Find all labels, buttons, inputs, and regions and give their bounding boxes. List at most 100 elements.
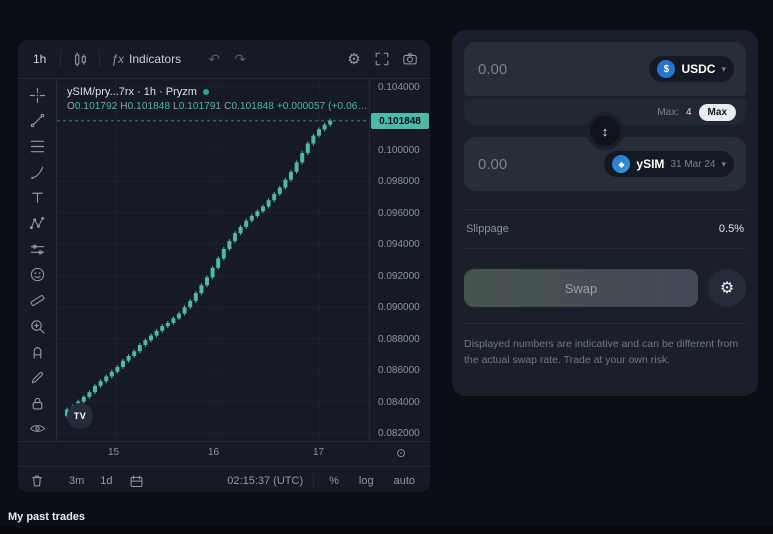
price-axis[interactable]: 0.104000 0.100000 0.098000 0.096000 0.09… [369, 79, 430, 441]
fullscreen-button[interactable] [370, 47, 394, 71]
toolbar-divider [99, 50, 101, 68]
undo-icon: ↶ [208, 50, 220, 67]
fib-retracement-tool[interactable] [22, 134, 52, 159]
price-tick: 0.104000 [378, 82, 420, 93]
pencil-icon [31, 371, 43, 384]
goto-date-button[interactable] [124, 472, 149, 491]
brush-tool[interactable] [22, 160, 52, 185]
percent-scale-button[interactable]: % [329, 475, 339, 487]
swap-direction-button[interactable]: ↕ [586, 112, 624, 150]
smiley-icon [30, 268, 44, 282]
usdc-logo-icon: $ [657, 60, 676, 78]
time-tick: 15 [108, 447, 120, 458]
indicators-button[interactable]: ƒx Indicators [107, 52, 185, 66]
remove-drawings-button[interactable] [18, 473, 56, 489]
camera-icon [403, 53, 417, 65]
chart-area[interactable]: ySIM/pry...7rx · 1h · Pryzm O0.101792 H0… [57, 79, 369, 441]
lock-icon [32, 397, 42, 410]
magnet-tool[interactable] [22, 339, 52, 364]
to-token-maturity: 31 Mar 24 [670, 158, 716, 170]
goto-realtime-button[interactable]: ⊙ [395, 446, 406, 460]
calendar-icon [130, 475, 142, 487]
tradingview-logo[interactable]: TV [67, 403, 93, 429]
draw-mode-tool[interactable] [22, 365, 52, 390]
undo-button[interactable]: ↶ [203, 51, 225, 68]
slippage-label: Slippage [466, 223, 509, 235]
time-tick: 17 [313, 447, 325, 458]
forecast-tool[interactable] [22, 237, 52, 262]
max-value: 4 [685, 106, 692, 118]
chart-settings-button[interactable]: ⚙ [342, 47, 366, 71]
text-tool[interactable] [22, 186, 52, 211]
auto-scale-button[interactable]: auto [393, 475, 415, 487]
xabcd-pattern-icon [29, 216, 44, 230]
bottom-bar-divider [313, 474, 315, 488]
emoji-tool[interactable] [22, 262, 52, 287]
price-tick: 0.088000 [378, 334, 420, 345]
price-tick: 0.094000 [378, 239, 420, 250]
swap-disclaimer: Displayed numbers are indicative and can… [464, 323, 746, 369]
chevron-down-icon: ▾ [721, 63, 726, 74]
last-price-badge: 0.101848 [371, 113, 429, 129]
swap-button[interactable]: Swap [464, 269, 698, 307]
range-3m-button[interactable]: 3m [69, 475, 85, 487]
candles-icon [74, 51, 86, 67]
chart-body: ySIM/pry...7rx · 1h · Pryzm O0.101792 H0… [18, 79, 430, 441]
snapshot-button[interactable] [398, 47, 422, 71]
price-tick: 0.084000 [378, 397, 420, 408]
to-token-selector[interactable]: ◆ ySIM 31 Mar 24 ▾ [604, 151, 734, 177]
swap-actions: Swap ⚙ [464, 269, 746, 307]
chevron-down-icon: ▾ [721, 158, 726, 169]
past-trades-heading: My past trades [8, 511, 86, 523]
price-tick: 0.096000 [378, 208, 420, 219]
price-chart [57, 79, 369, 441]
trend-line-tool[interactable] [22, 109, 52, 134]
symbol-title: ySIM/pry...7rx · 1h · Pryzm [67, 86, 197, 98]
magnet-icon [33, 347, 41, 359]
toolbar-divider [60, 50, 62, 68]
redo-icon: ↷ [234, 50, 246, 67]
fullscreen-icon [375, 52, 389, 66]
chart-bottom-bar: 3m 1d 02:15:37 (UTC) % log auto [18, 466, 430, 492]
chart-toolbar: 1h ƒx Indicators ↶ ↷ ⚙ [18, 40, 430, 79]
chart-panel: 1h ƒx Indicators ↶ ↷ ⚙ [18, 40, 430, 492]
from-amount-box: $ USDC ▾ [464, 42, 746, 96]
slippage-value: 0.5% [718, 223, 744, 235]
chart-type-button[interactable] [68, 47, 92, 71]
interval-button[interactable]: 1h [33, 52, 47, 66]
fx-icon: ƒx [111, 52, 125, 66]
range-1d-button[interactable]: 1d [100, 475, 113, 487]
swap-settings-button[interactable]: ⚙ [708, 269, 746, 307]
ohlc-readout: O0.101792 H0.101848 L0.101791 C0.101848 … [67, 101, 368, 112]
chart-legend: ySIM/pry...7rx · 1h · Pryzm O0.101792 H0… [67, 86, 368, 112]
gear-icon: ⚙ [347, 50, 361, 68]
log-scale-button[interactable]: log [358, 475, 374, 487]
from-token-selector[interactable]: $ USDC ▾ [649, 56, 734, 82]
price-tick: 0.092000 [378, 271, 420, 282]
indicators-label: Indicators [129, 52, 182, 66]
trend-line-icon [30, 114, 44, 128]
fib-retracement-icon [30, 140, 44, 153]
to-amount-input[interactable] [476, 154, 590, 174]
from-amount-input[interactable] [476, 59, 590, 79]
price-tick: 0.086000 [378, 365, 420, 376]
crosshair-tool[interactable] [22, 83, 52, 108]
redo-button[interactable]: ↷ [229, 51, 251, 68]
hide-drawings-tool[interactable] [22, 416, 52, 441]
crosshair-icon [29, 87, 45, 103]
forecast-icon [30, 244, 44, 255]
pattern-tool[interactable] [22, 211, 52, 236]
to-token-symbol: ySIM [636, 157, 665, 171]
zoom-tool[interactable] [22, 314, 52, 339]
clock-readout[interactable]: 02:15:37 (UTC) [227, 475, 304, 487]
measure-tool[interactable] [22, 288, 52, 313]
price-tick: 0.098000 [378, 176, 420, 187]
price-tick: 0.100000 [378, 145, 420, 156]
max-button[interactable]: Max [698, 103, 736, 121]
ruler-icon [29, 294, 45, 306]
price-tick: 0.082000 [378, 428, 420, 439]
swap-panel: $ USDC ▾ Max: 4 Max ↕ ◆ ySIM 31 Mar 24 ▾… [452, 30, 758, 396]
from-token-symbol: USDC [681, 62, 716, 76]
time-axis[interactable]: 15 16 17 ⊙ [18, 441, 430, 466]
lock-tool[interactable] [22, 391, 52, 416]
